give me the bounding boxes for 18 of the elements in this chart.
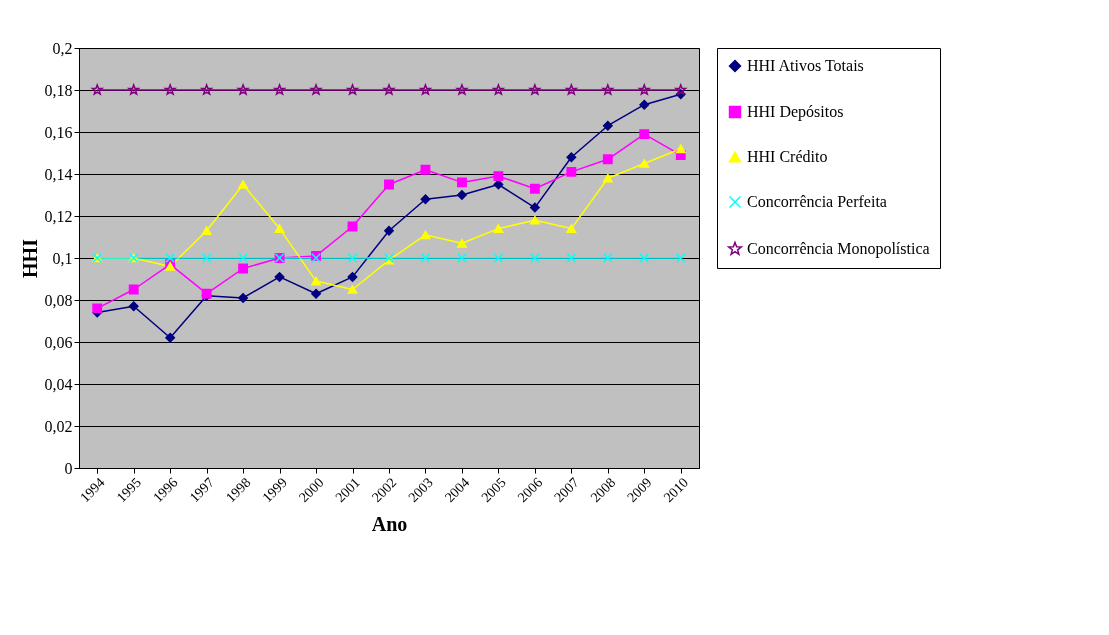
y-tick-label: 0,02 (44, 417, 73, 435)
y-tick-label: 0,12 (44, 207, 73, 225)
y-tick-label: 0,1 (52, 249, 73, 267)
y-tick-label: 0,08 (44, 291, 73, 309)
y-tick-label: 0 (64, 459, 73, 477)
y-tick-label: 0,14 (44, 165, 73, 183)
y-axis-title: HHI (18, 238, 41, 278)
y-tick-label: 0,16 (44, 123, 73, 141)
legend-label: HHI Ativos Totais (747, 57, 864, 74)
y-tick-label: 0,06 (44, 333, 73, 351)
y-tick-label: 0,2 (52, 39, 73, 57)
legend-label: HHI Crédito (747, 148, 828, 165)
legend-label: Concorrência Monopolística (747, 240, 930, 258)
y-tick-label: 0,04 (44, 375, 73, 393)
legend-label: Concorrência Perfeita (747, 193, 887, 210)
legend-label: HHI Depósitos (747, 103, 844, 121)
y-tick-label: 0,18 (44, 81, 73, 99)
x-axis-title: Ano (371, 513, 408, 536)
